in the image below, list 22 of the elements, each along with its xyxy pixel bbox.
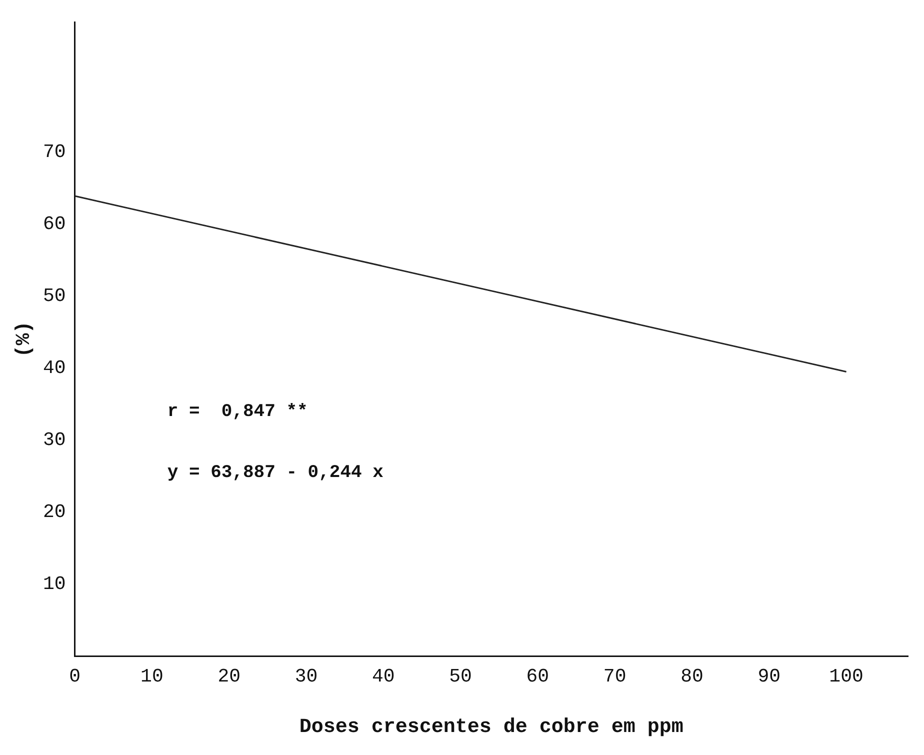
y-tick-label: 10 bbox=[42, 573, 66, 596]
y-tick-label: 50 bbox=[42, 285, 66, 308]
y-tick-label: 20 bbox=[42, 501, 66, 524]
y-tick-label: 60 bbox=[42, 213, 66, 236]
x-tick-label: 0 bbox=[69, 666, 81, 688]
x-tick-label: 70 bbox=[603, 666, 626, 688]
y-axis-title: (%) bbox=[13, 321, 36, 358]
x-axis-title: Doses crescentes de cobre em ppm bbox=[299, 716, 684, 740]
y-tick-label: 70 bbox=[42, 141, 66, 164]
annotation: y = 63,887 - 0,244 x bbox=[167, 463, 384, 484]
x-tick-label: 80 bbox=[680, 666, 704, 688]
annotation: r = 0,847 ** bbox=[167, 402, 308, 422]
x-tick-label: 90 bbox=[758, 666, 781, 688]
x-tick-label: 60 bbox=[526, 666, 550, 688]
y-tick-label: 40 bbox=[42, 357, 66, 380]
x-tick-label: 100 bbox=[829, 666, 864, 688]
y-tick-label: 30 bbox=[42, 429, 66, 452]
x-tick-label: 40 bbox=[372, 666, 395, 688]
x-tick-label: 10 bbox=[140, 666, 164, 688]
x-tick-label: 30 bbox=[294, 666, 318, 688]
x-tick-label: 20 bbox=[218, 666, 241, 688]
x-tick-label: 50 bbox=[449, 666, 472, 688]
